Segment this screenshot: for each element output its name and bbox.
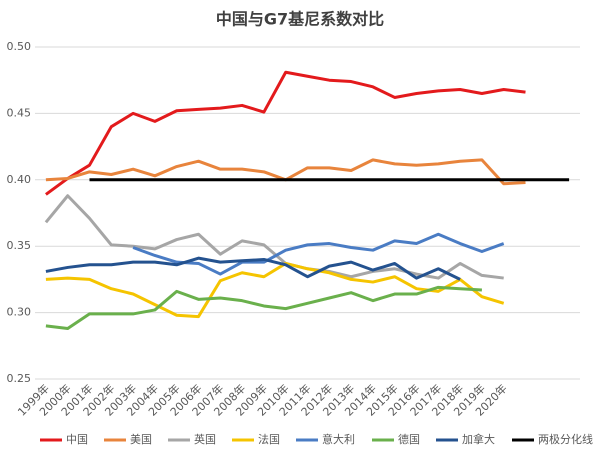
legend-label: 中国 [66, 433, 88, 446]
legend-label: 法国 [258, 432, 280, 446]
chart-title: 中国与G7基尼系数对比 [216, 10, 384, 29]
legend-label: 加拿大 [462, 432, 495, 446]
legend-label: 意大利 [322, 432, 355, 446]
y-tick-label: 0.45 [7, 106, 32, 119]
y-tick-label: 0.50 [7, 40, 32, 53]
series-line [45, 70, 526, 196]
legend-label: 美国 [130, 433, 152, 446]
series-line [45, 256, 461, 281]
y-tick-label: 0.35 [7, 239, 32, 252]
y-tick-label: 0.40 [7, 173, 32, 186]
series-line [132, 232, 505, 276]
series-line [45, 285, 482, 331]
legend-label: 英国 [194, 432, 216, 446]
legend-label: 德国 [398, 432, 420, 446]
y-tick-label: 0.25 [7, 372, 32, 385]
series-line [44, 194, 504, 280]
legend-label: 两极分化线 [538, 432, 593, 446]
y-tick-label: 0.30 [7, 306, 32, 319]
